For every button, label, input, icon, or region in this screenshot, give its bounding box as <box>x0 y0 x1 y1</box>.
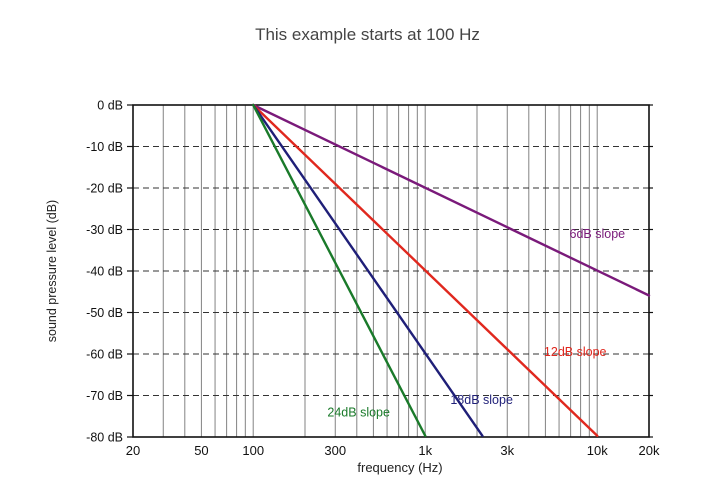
series-lines <box>252 103 651 437</box>
x-tick-label: 10k <box>587 443 608 458</box>
y-tick-label: -50 dB <box>86 306 123 320</box>
plot-frame <box>132 104 650 438</box>
y-axis-label: sound pressure level (dB) <box>45 200 59 342</box>
x-tick-label: 50 <box>194 443 208 458</box>
series-line <box>252 103 599 437</box>
x-tick-label: 20 <box>126 443 140 458</box>
series-line <box>252 103 484 437</box>
x-tick-label: 20k <box>639 443 660 458</box>
series-label: 6dB slope <box>570 227 626 241</box>
x-axis-label: frequency (Hz) <box>357 460 442 475</box>
y-tick-label: -80 dB <box>86 431 123 445</box>
series-line <box>252 103 651 297</box>
y-tick-label: -60 dB <box>86 348 123 362</box>
series-labels: 6dB slope 12dB slope 18dB slope 24dB slope <box>327 227 625 419</box>
series-label: 24dB slope <box>327 405 390 419</box>
y-tick-labels: 0 dB -10 dB -20 dB -30 dB -40 dB -50 dB -60 dB… <box>86 99 123 445</box>
x-tick-label: 100 <box>242 443 264 458</box>
series-line <box>252 103 427 437</box>
x-tick-labels: 20 50 100 300 1k 3k 10k 20k <box>126 443 660 458</box>
series-label: 12dB slope <box>544 345 607 359</box>
y-tick-label: 0 dB <box>97 99 123 113</box>
y-tick-label: -70 dB <box>86 389 123 403</box>
y-tick-label: -40 dB <box>86 265 123 279</box>
series-label: 18dB slope <box>450 393 513 407</box>
x-tick-label: 1k <box>418 443 432 458</box>
y-tick-label: -30 dB <box>86 223 123 237</box>
page-title: This example starts at 100 Hz <box>255 25 480 44</box>
x-tick-label: 300 <box>324 443 346 458</box>
x-tick-label: 3k <box>500 443 514 458</box>
y-tick-label: -10 dB <box>86 140 123 154</box>
horizontal-gridlines <box>127 104 653 438</box>
y-tick-label: -20 dB <box>86 182 123 196</box>
